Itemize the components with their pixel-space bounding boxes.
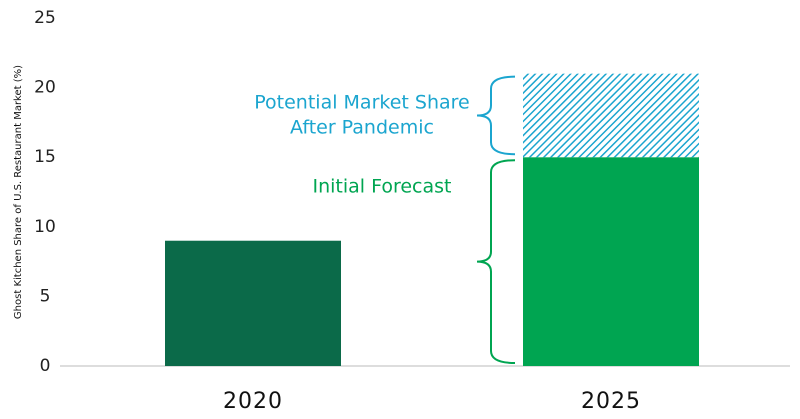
annotation: After Pandemic xyxy=(290,116,434,138)
annotation: Initial Forecast xyxy=(312,176,451,198)
annotation: Potential Market Share xyxy=(254,91,469,113)
y-axis-label: Ghost Kitchen Share of U.S. Restaurant M… xyxy=(13,65,24,319)
y-tick-label: 10 xyxy=(34,217,56,237)
brace xyxy=(476,75,516,156)
x-tick-label: 2025 xyxy=(581,389,641,414)
bar-segment xyxy=(165,240,341,366)
y-tick-label: 0 xyxy=(40,356,51,376)
y-tick-label: 20 xyxy=(34,78,56,98)
bar-segment xyxy=(523,73,699,158)
bar-segment xyxy=(523,157,699,366)
brace xyxy=(476,159,516,364)
y-tick-label: 25 xyxy=(34,8,56,28)
y-tick-label: 5 xyxy=(40,286,51,306)
x-tick-label: 2020 xyxy=(223,389,283,414)
y-tick-label: 15 xyxy=(34,147,56,167)
